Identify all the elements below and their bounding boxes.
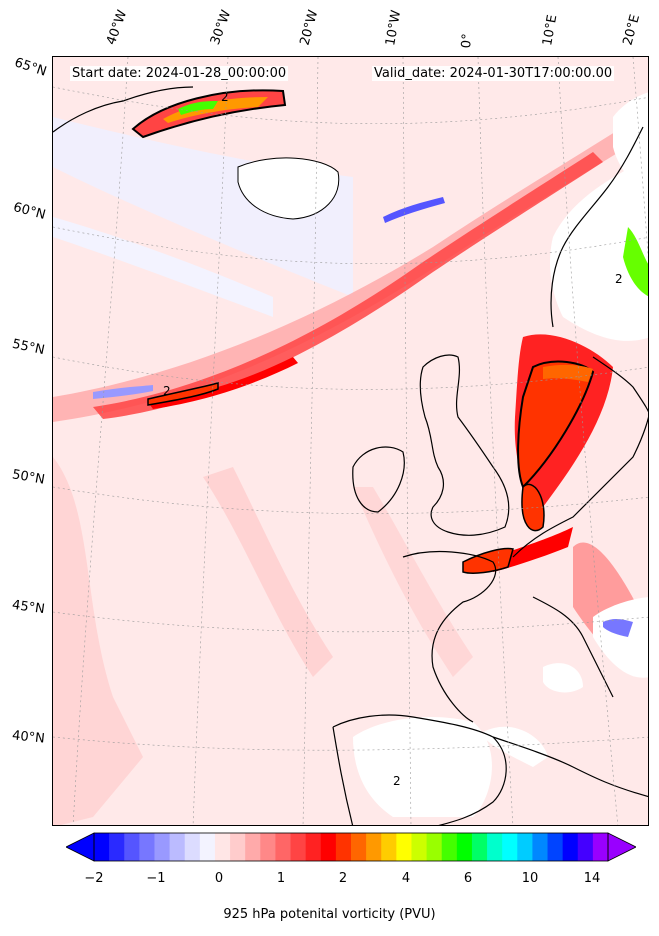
colorbar-cell xyxy=(305,833,322,861)
colorbar-tick: 10 xyxy=(521,871,539,886)
lat-label: 60°N xyxy=(11,200,48,223)
colorbar-cell xyxy=(441,833,458,861)
lon-label: 10°E xyxy=(540,13,561,47)
colorbar-cell xyxy=(592,833,609,861)
lon-label: 40°W xyxy=(103,8,131,47)
valid-date-label: Valid_date: 2024-01-30T17:00:00.00 xyxy=(372,66,615,81)
colorbar-cell xyxy=(214,833,231,861)
colorbar-cell xyxy=(471,833,488,861)
lat-label: 65°N xyxy=(12,55,49,80)
colorbar-tick: 2 xyxy=(338,871,348,886)
start-date-label: Start date: 2024-01-28_00:00:00 xyxy=(70,66,289,81)
colorbar-cell xyxy=(487,833,503,861)
contour-label: 2 xyxy=(221,90,229,104)
colorbar-cell xyxy=(139,833,155,861)
colorbar-cell xyxy=(290,833,307,861)
colorbar-cell xyxy=(199,833,216,861)
potential-vorticity-map: 2 2 2 2 xyxy=(53,57,648,825)
lat-label: 50°N xyxy=(10,467,46,488)
colorbar-cell xyxy=(456,833,473,861)
colorbar-tick: 14 xyxy=(583,871,601,886)
colorbar-cell xyxy=(154,833,171,861)
colorbar-cell xyxy=(260,833,276,861)
lat-label: 45°N xyxy=(11,597,46,618)
lat-label: 40°N xyxy=(11,728,46,747)
map-panel: 2 2 2 2 xyxy=(52,56,649,826)
colorbar-cell xyxy=(124,833,140,861)
colorbar xyxy=(66,832,636,862)
colorbar-tick: −1 xyxy=(146,871,166,886)
colorbar-cell xyxy=(184,833,201,861)
colorbar-tick: 0 xyxy=(214,871,224,886)
lat-label: 55°N xyxy=(10,336,46,359)
colorbar-cell xyxy=(547,833,564,861)
colorbar-cell xyxy=(94,833,110,861)
lon-label: 20°E xyxy=(620,12,644,48)
colorbar-cell xyxy=(245,833,261,861)
colorbar-cell xyxy=(109,833,125,861)
colorbar-cell xyxy=(396,833,412,861)
colorbar-max-arrow xyxy=(607,832,636,862)
contour-label: 2 xyxy=(393,774,401,788)
colorbar-cell xyxy=(320,833,337,861)
colorbar-tick: 4 xyxy=(401,871,411,886)
colorbar-min-arrow xyxy=(66,832,95,862)
colorbar-tick: 1 xyxy=(276,871,286,886)
colorbar-cell xyxy=(517,833,533,861)
colorbar-cell xyxy=(381,833,397,861)
contour-label: 2 xyxy=(163,384,171,398)
lon-label: 20°W xyxy=(297,8,322,47)
colorbar-cell xyxy=(502,833,518,861)
colorbar-tick: −2 xyxy=(84,871,104,886)
colorbar-cell xyxy=(351,833,367,861)
colorbar-cell xyxy=(411,833,428,861)
lon-label: 10°W xyxy=(383,9,405,48)
colorbar-cell xyxy=(577,833,594,861)
colorbar-cell xyxy=(275,833,292,861)
colorbar-cell xyxy=(562,833,579,861)
colorbar-tick: 6 xyxy=(463,871,473,886)
colorbar-cell xyxy=(335,833,352,861)
colorbar-title: 925 hPa potenital vorticity (PVU) xyxy=(223,907,436,922)
colorbar-cell xyxy=(532,833,549,861)
contour-label: 2 xyxy=(615,272,623,286)
colorbar-cell xyxy=(366,833,382,861)
lon-label: 30°W xyxy=(207,8,235,47)
colorbar-cell xyxy=(169,833,186,861)
colorbar-cell xyxy=(230,833,246,861)
colorbar-cell xyxy=(426,833,443,861)
lon-label: 0° xyxy=(459,32,476,49)
